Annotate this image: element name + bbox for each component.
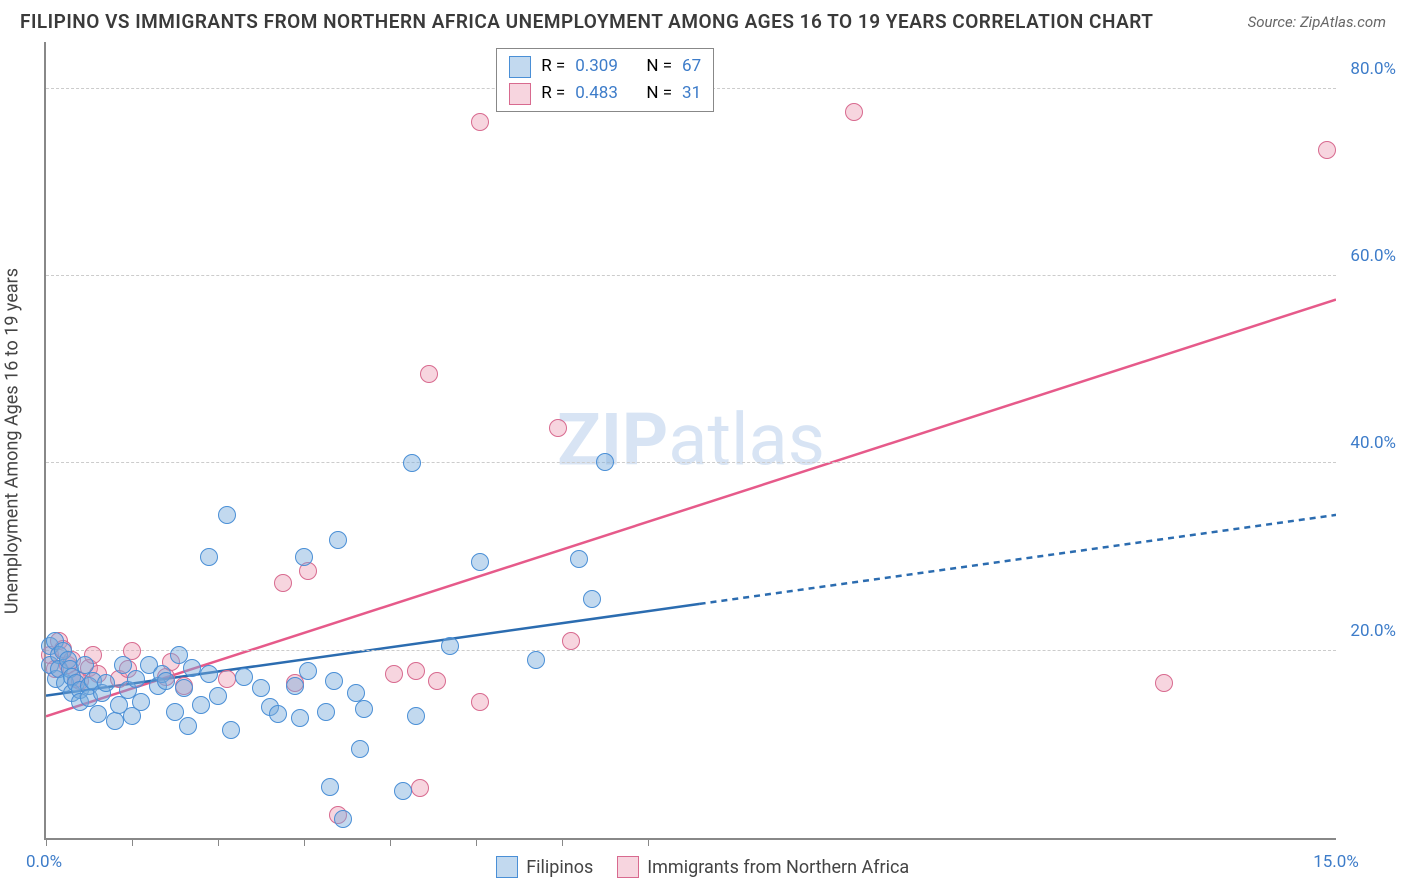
data-point-blue — [183, 659, 201, 677]
data-point-pink — [845, 103, 863, 121]
data-point-blue — [200, 548, 218, 566]
x-tick — [476, 838, 477, 846]
r-value-pink: 0.483 — [575, 80, 618, 107]
data-point-pink — [549, 419, 567, 437]
data-point-blue — [570, 550, 588, 568]
plot-area: ZIPatlas 20.0%40.0%60.0%80.0% — [44, 42, 1336, 840]
data-point-blue — [321, 778, 339, 796]
data-point-blue — [394, 782, 412, 800]
gridline — [46, 275, 1336, 276]
data-point-pink — [562, 632, 580, 650]
data-point-pink — [407, 662, 425, 680]
chart-title: FILIPINO VS IMMIGRANTS FROM NORTHERN AFR… — [20, 10, 1153, 33]
gridline — [46, 650, 1336, 651]
source-attribution: Source: ZipAtlas.com — [1248, 13, 1386, 31]
swatch-blue — [509, 56, 531, 78]
data-point-blue — [179, 717, 197, 735]
swatch-pink — [509, 83, 531, 105]
data-point-blue — [209, 687, 227, 705]
x-tick — [390, 838, 391, 846]
n-value-pink: 31 — [682, 80, 701, 107]
swatch-blue — [496, 856, 518, 878]
data-point-blue — [596, 453, 614, 471]
data-point-blue — [269, 705, 287, 723]
data-point-blue — [200, 665, 218, 683]
data-point-blue — [252, 679, 270, 697]
data-point-blue — [441, 637, 459, 655]
x-tick — [46, 838, 47, 846]
data-point-pink — [471, 113, 489, 131]
x-min-label: 0.0% — [26, 852, 62, 872]
swatch-pink — [617, 856, 639, 878]
data-point-pink — [471, 693, 489, 711]
y-tick-label: 20.0% — [1350, 621, 1396, 641]
scatter-chart: ZIPatlas 20.0%40.0%60.0%80.0% Unemployme… — [44, 42, 1336, 840]
legend-item-blue: Filipinos — [496, 856, 593, 878]
series-legend: Filipinos Immigrants from Northern Afric… — [496, 856, 909, 878]
data-point-blue — [235, 668, 253, 686]
data-point-blue — [334, 810, 352, 828]
data-point-blue — [329, 531, 347, 549]
x-tick — [132, 838, 133, 846]
data-point-blue — [192, 696, 210, 714]
y-tick-label: 40.0% — [1350, 433, 1396, 453]
data-point-pink — [218, 670, 236, 688]
data-point-blue — [295, 548, 313, 566]
x-max-label: 15.0% — [1313, 852, 1359, 872]
data-point-blue — [218, 506, 236, 524]
trend-lines — [46, 42, 1336, 838]
data-point-blue — [325, 672, 343, 690]
gridline — [46, 462, 1336, 463]
data-point-blue — [291, 709, 309, 727]
legend-item-pink: Immigrants from Northern Africa — [617, 856, 909, 878]
data-point-blue — [222, 721, 240, 739]
data-point-blue — [527, 651, 545, 669]
data-point-pink — [1318, 141, 1336, 159]
data-point-blue — [175, 679, 193, 697]
data-point-blue — [157, 672, 175, 690]
watermark: ZIPatlas — [557, 398, 825, 483]
data-point-blue — [106, 712, 124, 730]
y-axis-label: Unemployment Among Ages 16 to 19 years — [2, 268, 23, 614]
x-tick — [648, 838, 649, 846]
data-point-pink — [420, 365, 438, 383]
stats-row-pink: R = 0.483 N = 31 — [509, 80, 701, 107]
data-point-blue — [583, 590, 601, 608]
y-tick-label: 80.0% — [1350, 59, 1396, 79]
data-point-pink — [428, 672, 446, 690]
data-point-pink — [1155, 674, 1173, 692]
data-point-blue — [407, 707, 425, 725]
n-value-blue: 67 — [682, 53, 701, 80]
data-point-blue — [286, 677, 304, 695]
stats-legend-box: R = 0.309 N = 67 R = 0.483 N = 31 — [496, 48, 714, 112]
data-point-blue — [89, 705, 107, 723]
data-point-pink — [385, 665, 403, 683]
r-value-blue: 0.309 — [575, 53, 618, 80]
data-point-pink — [411, 779, 429, 797]
y-tick-label: 60.0% — [1350, 246, 1396, 266]
data-point-blue — [317, 703, 335, 721]
data-point-blue — [403, 454, 421, 472]
x-tick — [304, 838, 305, 846]
stats-row-blue: R = 0.309 N = 67 — [509, 53, 701, 80]
data-point-blue — [299, 662, 317, 680]
x-tick — [562, 838, 563, 846]
x-tick — [218, 838, 219, 846]
data-point-blue — [351, 740, 369, 758]
data-point-blue — [471, 553, 489, 571]
data-point-blue — [132, 693, 150, 711]
data-point-blue — [97, 674, 115, 692]
data-point-blue — [127, 670, 145, 688]
data-point-blue — [355, 700, 373, 718]
data-point-pink — [274, 574, 292, 592]
